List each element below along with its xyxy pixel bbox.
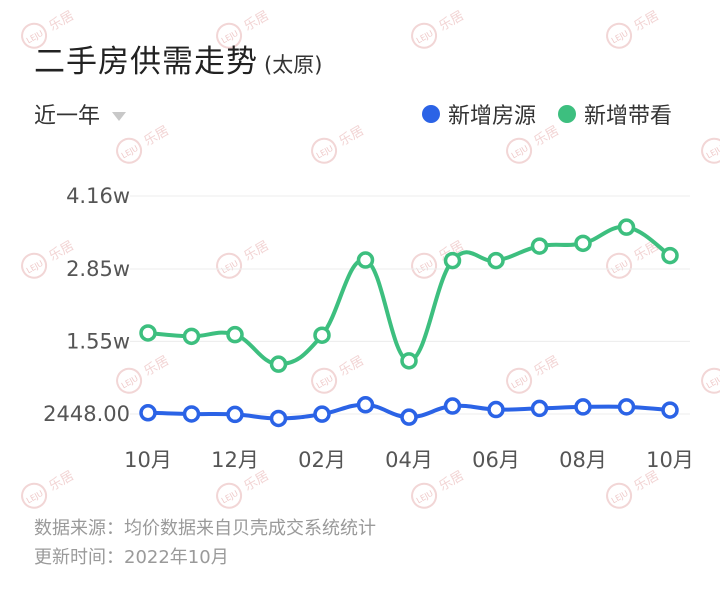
y-tick-label: 1.55w — [66, 329, 130, 353]
data-point-listings[interactable] — [400, 408, 418, 426]
chevron-down-icon — [112, 111, 127, 121]
x-tick-label: 08月 — [559, 448, 607, 472]
legend-dot-listings — [421, 105, 440, 123]
data-point-viewings[interactable] — [487, 251, 505, 270]
legend-dot-viewings — [557, 105, 576, 123]
x-tick-label: 12月 — [211, 448, 259, 472]
data-point-listings[interactable] — [661, 401, 679, 419]
data-point-viewings[interactable] — [139, 324, 157, 342]
data-point-viewings[interactable] — [617, 218, 636, 236]
data-point-listings[interactable] — [226, 405, 244, 424]
data-point-listings[interactable] — [617, 398, 636, 416]
data-source-note: 数据来源：均价数据来自贝壳成交系统统计 — [34, 518, 376, 539]
x-tick-label: 10月 — [124, 448, 172, 472]
x-tick-label: 06月 — [472, 448, 520, 472]
supply-demand-chart: 4.16w 2.85w 1.55w 2448.00 10月 12月 02月 04月 06月 08月… — [43, 184, 694, 472]
data-point-listings[interactable] — [182, 405, 201, 423]
data-point-listings[interactable] — [313, 405, 331, 423]
data-point-viewings[interactable] — [269, 355, 288, 373]
data-point-viewings[interactable] — [443, 251, 462, 270]
chart-legend: 新增房源 新增带看 — [400, 98, 672, 130]
legend-label-listings: 新增房源 — [447, 104, 536, 129]
data-point-viewings[interactable] — [661, 246, 679, 265]
data-point-listings[interactable] — [139, 404, 157, 422]
update-time-note: 更新时间：2022年10月 — [34, 547, 229, 568]
x-tick-label: 04月 — [385, 448, 433, 472]
data-point-listings[interactable] — [487, 400, 505, 419]
data-point-listings[interactable] — [574, 398, 592, 416]
data-point-listings[interactable] — [443, 397, 462, 415]
data-point-viewings[interactable] — [226, 325, 244, 344]
x-tick-label: 02月 — [298, 448, 346, 472]
data-point-viewings[interactable] — [400, 352, 418, 370]
y-tick-label: 2.85w — [66, 257, 130, 281]
data-point-viewings[interactable] — [182, 327, 201, 346]
city-subtitle: (太原) — [264, 53, 323, 77]
page-title: 二手房供需走势 (太原) — [34, 44, 323, 80]
series-line-viewings — [147, 225, 672, 367]
time-range-selector[interactable]: 近一年 — [34, 98, 127, 130]
legend-item-listings: 新增房源 — [421, 98, 536, 130]
y-tick-label: 2448.00 — [43, 402, 130, 426]
data-point-listings[interactable] — [269, 409, 288, 428]
data-point-listings[interactable] — [530, 399, 549, 418]
y-tick-label: 4.16w — [66, 184, 130, 208]
legend-item-viewings: 新增带看 — [557, 98, 672, 130]
data-point-viewings[interactable] — [530, 237, 549, 255]
data-point-viewings[interactable] — [313, 326, 331, 344]
legend-label-viewings: 新增带看 — [583, 104, 672, 129]
data-point-listings[interactable] — [356, 396, 375, 414]
data-point-viewings[interactable] — [574, 234, 592, 253]
time-range-label: 近一年 — [34, 104, 101, 129]
x-tick-label: 10月 — [646, 448, 694, 472]
data-point-viewings[interactable] — [356, 251, 375, 269]
